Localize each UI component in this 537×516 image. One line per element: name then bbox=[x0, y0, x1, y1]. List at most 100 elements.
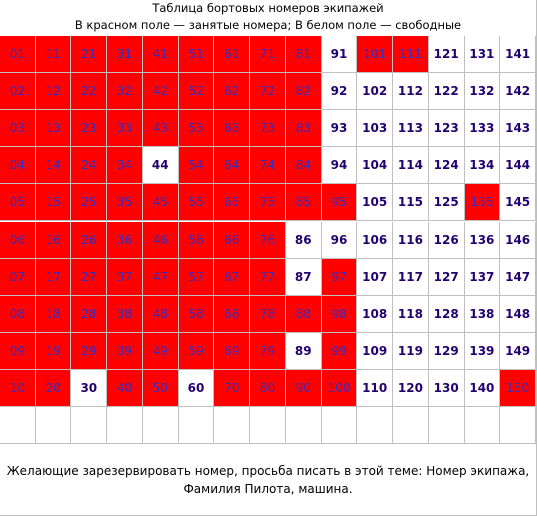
number-cell: 90 bbox=[285, 369, 322, 407]
number-cell: 57 bbox=[178, 258, 215, 296]
number-cell: 69 bbox=[214, 332, 251, 370]
number-cell: 38 bbox=[107, 295, 143, 333]
number-cell: 13 bbox=[35, 110, 72, 148]
number-cell: 49 bbox=[142, 332, 179, 370]
number-cell: 60 bbox=[178, 369, 215, 407]
empty-cell bbox=[35, 407, 72, 445]
number-cell: 61 bbox=[214, 36, 251, 74]
number-cell: 139 bbox=[464, 332, 501, 370]
empty-cell bbox=[285, 407, 322, 445]
empty-cell bbox=[214, 407, 251, 445]
number-cell: 07 bbox=[0, 258, 36, 296]
number-cell: 146 bbox=[500, 221, 536, 259]
number-cell: 94 bbox=[321, 147, 358, 185]
number-cell: 112 bbox=[393, 73, 429, 111]
number-cell: 97 bbox=[321, 258, 358, 296]
number-cell: 12 bbox=[35, 73, 72, 111]
number-cell: 45 bbox=[142, 184, 179, 222]
number-cell: 65 bbox=[214, 184, 251, 222]
number-cell: 52 bbox=[178, 73, 215, 111]
number-cell: 55 bbox=[178, 184, 215, 222]
number-cell: 121 bbox=[428, 36, 465, 74]
number-cell: 10 bbox=[0, 369, 36, 407]
number-cell: 125 bbox=[428, 184, 465, 222]
number-cell: 86 bbox=[285, 221, 322, 259]
number-cell: 50 bbox=[142, 369, 179, 407]
number-cell: 138 bbox=[464, 295, 501, 333]
number-cell: 115 bbox=[393, 184, 429, 222]
number-cell: 08 bbox=[0, 295, 36, 333]
number-cell: 145 bbox=[500, 184, 536, 222]
number-cell: 36 bbox=[107, 221, 143, 259]
empty-cell bbox=[321, 407, 358, 445]
number-cell: 01 bbox=[0, 36, 36, 74]
number-cell: 150 bbox=[500, 369, 536, 407]
number-cell: 88 bbox=[285, 295, 322, 333]
number-cell: 134 bbox=[464, 147, 501, 185]
number-cell: 93 bbox=[321, 110, 358, 148]
empty-cell bbox=[142, 407, 179, 445]
number-cell: 107 bbox=[357, 258, 394, 296]
empty-cell bbox=[393, 407, 429, 445]
number-cell: 114 bbox=[393, 147, 429, 185]
number-cell: 80 bbox=[250, 369, 286, 407]
number-cell: 99 bbox=[321, 332, 358, 370]
title: Таблица бортовых номеров экипажей bbox=[152, 1, 384, 15]
number-cell: 15 bbox=[35, 184, 72, 222]
number-cell: 123 bbox=[428, 110, 465, 148]
number-cell: 84 bbox=[285, 147, 322, 185]
number-cell: 100 bbox=[321, 369, 358, 407]
number-cell: 79 bbox=[250, 332, 286, 370]
number-cell: 18 bbox=[35, 295, 72, 333]
number-cell: 76 bbox=[250, 221, 286, 259]
number-cell: 21 bbox=[71, 36, 108, 74]
number-cell: 68 bbox=[214, 295, 251, 333]
number-cell: 111 bbox=[393, 36, 429, 74]
number-cell: 48 bbox=[142, 295, 179, 333]
number-cell: 120 bbox=[393, 369, 429, 407]
number-cell: 31 bbox=[107, 36, 143, 74]
number-cell: 113 bbox=[393, 110, 429, 148]
number-cell: 135 bbox=[464, 184, 501, 222]
number-cell: 119 bbox=[393, 332, 429, 370]
number-cell: 91 bbox=[321, 36, 358, 74]
number-cell: 70 bbox=[214, 369, 251, 407]
number-cell: 116 bbox=[393, 221, 429, 259]
number-cell: 23 bbox=[71, 110, 108, 148]
number-cell: 77 bbox=[250, 258, 286, 296]
number-cell: 62 bbox=[214, 73, 251, 111]
number-cell: 74 bbox=[250, 147, 286, 185]
empty-cell bbox=[0, 407, 36, 445]
number-cell: 103 bbox=[357, 110, 394, 148]
number-cell: 133 bbox=[464, 110, 501, 148]
number-cell: 09 bbox=[0, 332, 36, 370]
number-cell: 06 bbox=[0, 221, 36, 259]
number-cell: 14 bbox=[35, 147, 72, 185]
number-cell: 04 bbox=[0, 147, 36, 185]
number-cell: 33 bbox=[107, 110, 143, 148]
number-cell: 22 bbox=[71, 73, 108, 111]
number-cell: 109 bbox=[357, 332, 394, 370]
number-cell: 73 bbox=[250, 110, 286, 148]
number-cell: 83 bbox=[285, 110, 322, 148]
number-cell: 118 bbox=[393, 295, 429, 333]
empty-cell bbox=[71, 407, 108, 445]
number-cell: 30 bbox=[71, 369, 108, 407]
number-cell: 149 bbox=[500, 332, 536, 370]
number-cell: 148 bbox=[500, 295, 536, 333]
number-cell: 147 bbox=[500, 258, 536, 296]
number-cell: 144 bbox=[500, 147, 536, 185]
number-cell: 96 bbox=[321, 221, 358, 259]
number-cell: 126 bbox=[428, 221, 465, 259]
number-cell: 27 bbox=[71, 258, 108, 296]
number-cell: 128 bbox=[428, 295, 465, 333]
number-cell: 54 bbox=[178, 147, 215, 185]
number-cell: 51 bbox=[178, 36, 215, 74]
number-cell: 98 bbox=[321, 295, 358, 333]
number-cell: 82 bbox=[285, 73, 322, 111]
footer-line: Фамилия Пилота, машина. bbox=[183, 482, 353, 496]
number-cell: 105 bbox=[357, 184, 394, 222]
number-cell: 64 bbox=[214, 147, 251, 185]
empty-cell bbox=[464, 407, 501, 445]
